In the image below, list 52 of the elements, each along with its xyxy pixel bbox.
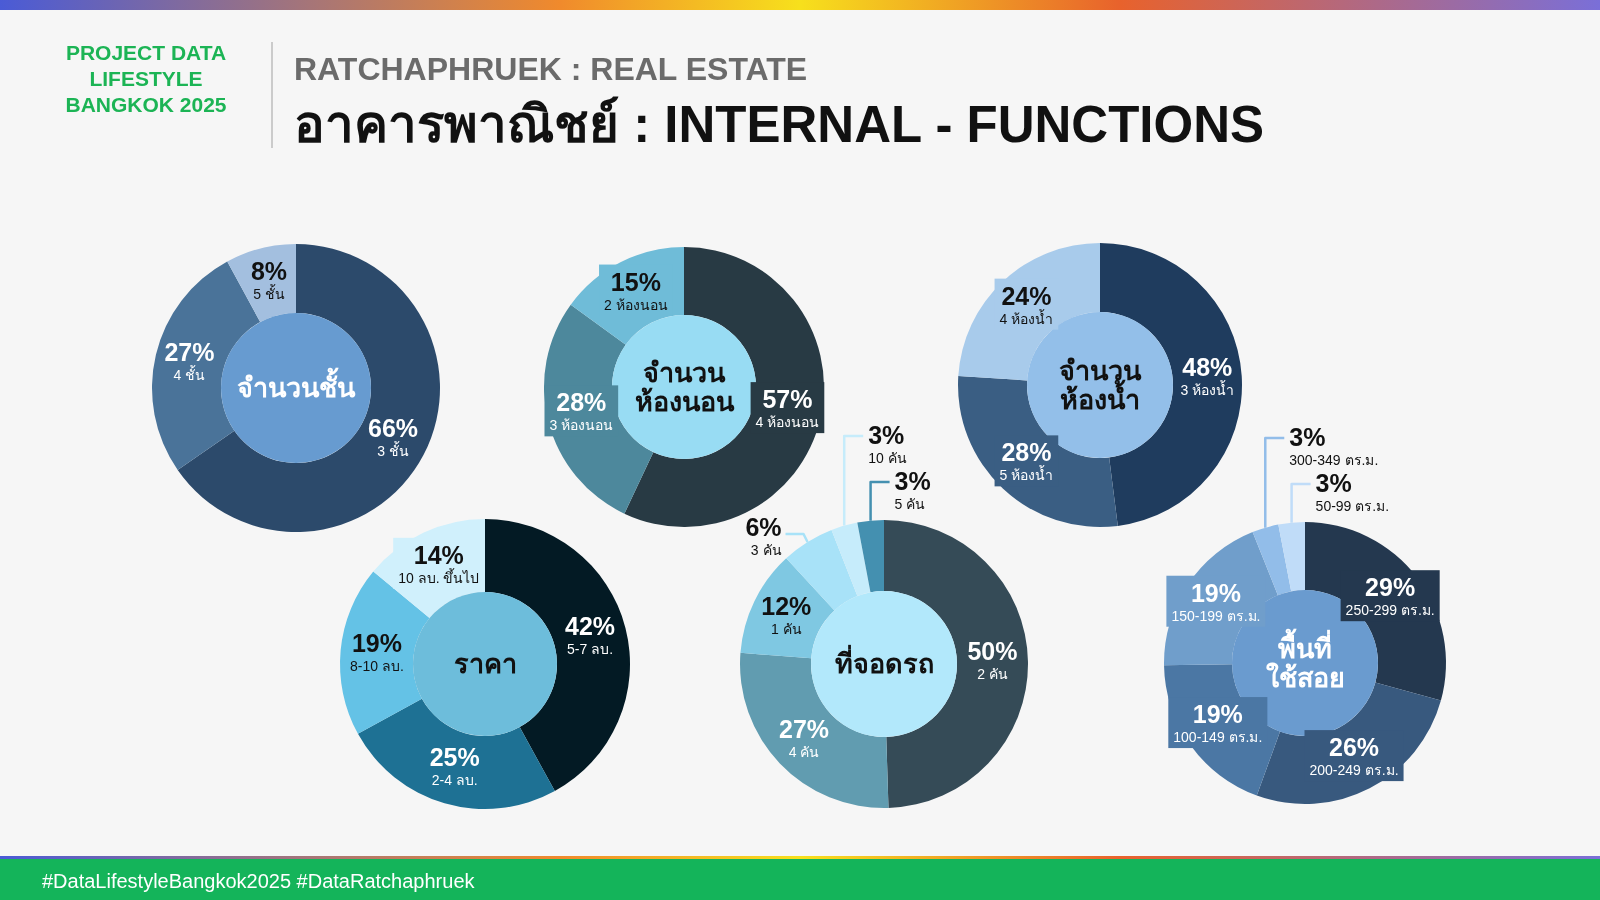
data-label: 28% — [556, 388, 607, 417]
text: จำนวน ห้องนอน — [634, 357, 735, 417]
slice-label: 27% 4 ชั้น — [164, 337, 215, 383]
slice-label: 10 ลบ. ขึ้นไป — [398, 567, 480, 586]
data-label: 26% — [1329, 733, 1380, 762]
data-label: 15% — [610, 267, 661, 296]
slice-label: 19% 8-10 ลบ. — [350, 628, 404, 674]
slice-label: 19% 100-149 ตร.ม. — [1168, 697, 1268, 749]
slice-label: 19% 150-199 ตร.ม. — [1166, 575, 1266, 627]
slice-label: 50% 2 คัน — [967, 637, 1018, 683]
slice-label: 3% 10 คัน — [868, 421, 907, 466]
text: อาคารพาณิชย์ : INTERNAL - FUNCTIONS — [294, 96, 1265, 153]
slice-label: 2 ห้องนอน — [604, 296, 668, 313]
data-label: 19% — [1192, 700, 1243, 729]
slice-label: 3% 50-99 ตร.ม. — [1315, 469, 1390, 514]
slice-label: 3% 300-349 ตร.ม. — [1289, 423, 1379, 468]
slice-label: 3 ห้องนอน — [549, 417, 614, 434]
slice-label: 66% 3 ชั้น — [368, 413, 419, 459]
text: จำนวน ห้องน้ำ — [1059, 355, 1142, 415]
slice-label: 6% 3 คัน — [745, 513, 782, 558]
text: PROJECT DATA LIFESTYLE BANGKOK 2025 — [65, 41, 227, 116]
text: ที่จอดรถ — [834, 644, 934, 679]
text: จำนวนชั้น — [237, 367, 356, 403]
data-label: 57% — [762, 385, 813, 414]
slice-label: 150-199 ตร.ม. — [1171, 607, 1261, 624]
slice-label: 57% 4 ห้องนอน — [750, 382, 825, 434]
slice-label: 24% 4 ห้องน้ำ — [994, 278, 1059, 330]
slice-label: 25% 2-4 ลบ. — [429, 743, 480, 789]
slice-label: 12% 1 คัน — [761, 591, 812, 637]
text: RATCHAPHRUEK : REAL ESTATE — [294, 51, 808, 87]
slice-label: 5 ห้องน้ำ — [999, 465, 1054, 484]
text: ราคา — [453, 649, 517, 679]
slice-label: 42% 5-7 ลบ. — [565, 612, 616, 657]
slice-label: 29% 250-299 ตร.ม. — [1340, 570, 1440, 622]
slice-label: 28% 5 ห้องน้ำ — [994, 435, 1059, 487]
slice-label: 26% 200-249 ตร.ม. — [1304, 730, 1404, 782]
data-label: 29% — [1365, 573, 1416, 602]
slice-label: 4 ห้องนอน — [755, 414, 820, 431]
data-label: 14% — [413, 540, 464, 569]
slice-label: 200-249 ตร.ม. — [1309, 762, 1399, 779]
slice-label: 4 ห้องน้ำ — [999, 308, 1054, 327]
data-label: 19% — [1190, 578, 1241, 607]
data-label: 24% — [1001, 281, 1052, 310]
text: พื้นที่ ใช้สอย — [1265, 627, 1345, 693]
slice-label: 27% 4 คัน — [779, 715, 830, 761]
slice-label: 28% 3 ห้องนอน — [544, 385, 619, 437]
slice-label: 100-149 ตร.ม. — [1173, 729, 1263, 746]
text: #DataLifestyleBangkok2025 #DataRatchaphruek — [42, 870, 476, 892]
slice-label: 48% 3 ห้องน้ำ — [1180, 353, 1235, 399]
slice-label: 8% 5 ชั้น — [250, 256, 288, 302]
slice-label: 250-299 ตร.ม. — [1345, 602, 1435, 619]
slice-label: 3% 5 คัน — [894, 467, 931, 512]
